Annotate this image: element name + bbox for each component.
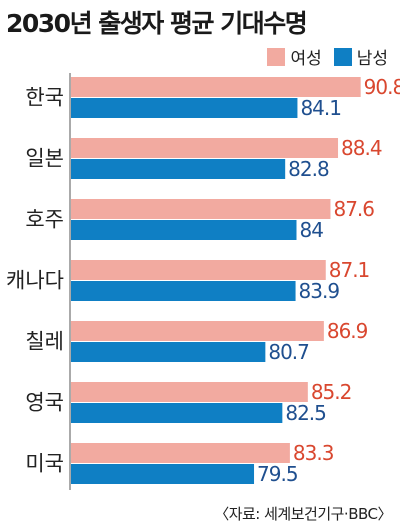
data-label-female: 90.8 (364, 75, 400, 99)
bar-female (71, 77, 361, 97)
legend-label-female: 여성 (290, 49, 322, 69)
data-label-female: 85.2 (311, 380, 352, 404)
category-label: 호주 (25, 208, 64, 232)
bar-male (71, 281, 296, 301)
legend: 여성 남성 (255, 44, 388, 69)
legend-swatch-male (333, 47, 352, 66)
bar-female (71, 382, 308, 402)
bar-female (71, 443, 290, 463)
bar-male (71, 464, 255, 484)
legend-item-male: 남성 (333, 44, 388, 69)
chart-title: 2030년 출생자 평균 기대수명 (6, 9, 308, 38)
data-label-male: 80.7 (268, 340, 309, 364)
bar-female (71, 321, 324, 341)
data-label-male: 84 (300, 218, 324, 242)
bar-male (71, 403, 283, 423)
data-label-male: 79.5 (257, 462, 298, 486)
data-label-male: 83.9 (299, 279, 340, 303)
category-label: 영국 (25, 391, 64, 415)
bar-male (71, 159, 286, 179)
data-label-male: 82.8 (288, 157, 329, 181)
data-label-female: 86.9 (327, 319, 368, 343)
bar-female (71, 138, 339, 158)
category-label: 미국 (25, 452, 64, 476)
data-label-female: 87.1 (329, 258, 370, 282)
legend-item-female: 여성 (267, 44, 322, 69)
bar-male (71, 342, 266, 362)
category-label: 한국 (25, 86, 64, 110)
data-label-female: 87.6 (333, 197, 374, 221)
data-label-male: 82.5 (285, 401, 326, 425)
legend-swatch-female (267, 47, 286, 66)
category-label: 일본 (25, 147, 64, 171)
bar-female (71, 199, 331, 219)
data-label-female: 83.3 (293, 441, 334, 465)
bar-male (71, 220, 297, 240)
bar-male (71, 98, 298, 118)
data-label-female: 88.4 (341, 136, 382, 160)
source-note: 〈자료: 세계보건기구·BBC〉 (214, 505, 392, 523)
category-label: 캐나다 (6, 269, 64, 293)
data-label-male: 84.1 (300, 96, 341, 120)
bar-female (71, 260, 326, 280)
legend-label-male: 남성 (356, 49, 388, 69)
bar-chart: 한국 90.8 84.1 일본 88.4 82.8 호주 87.6 84 캐나다 87.183.9 칠… (6, 73, 400, 490)
category-label: 칠레 (25, 330, 64, 354)
